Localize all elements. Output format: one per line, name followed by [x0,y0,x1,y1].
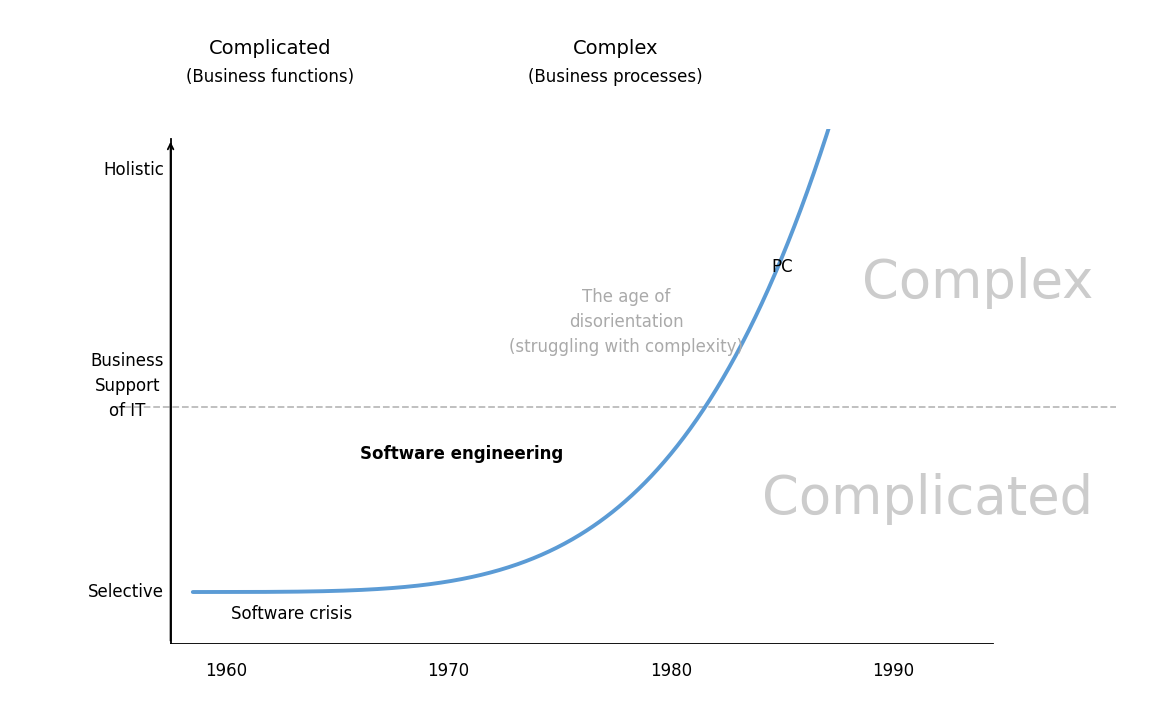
Text: The age of
disorientation
(struggling with complexity): The age of disorientation (struggling wi… [509,288,743,356]
Text: Complicated: Complicated [762,473,1094,526]
Text: PC: PC [770,257,792,275]
Text: (Business processes): (Business processes) [528,68,703,86]
Text: Holistic: Holistic [104,161,164,179]
Text: Complex: Complex [573,39,658,59]
Text: Selective: Selective [87,583,164,601]
Text: 1970: 1970 [428,661,469,679]
Text: 1990: 1990 [872,661,914,679]
Text: Complex: Complex [861,257,1094,309]
Text: Business
Support
of IT: Business Support of IT [91,352,164,420]
Text: Complicated: Complicated [209,39,331,59]
Text: 1960: 1960 [205,661,247,679]
Text: (Business functions): (Business functions) [186,68,354,86]
Text: Software engineering: Software engineering [360,445,562,463]
Text: Software crisis: Software crisis [231,605,352,623]
Text: 1980: 1980 [650,661,692,679]
